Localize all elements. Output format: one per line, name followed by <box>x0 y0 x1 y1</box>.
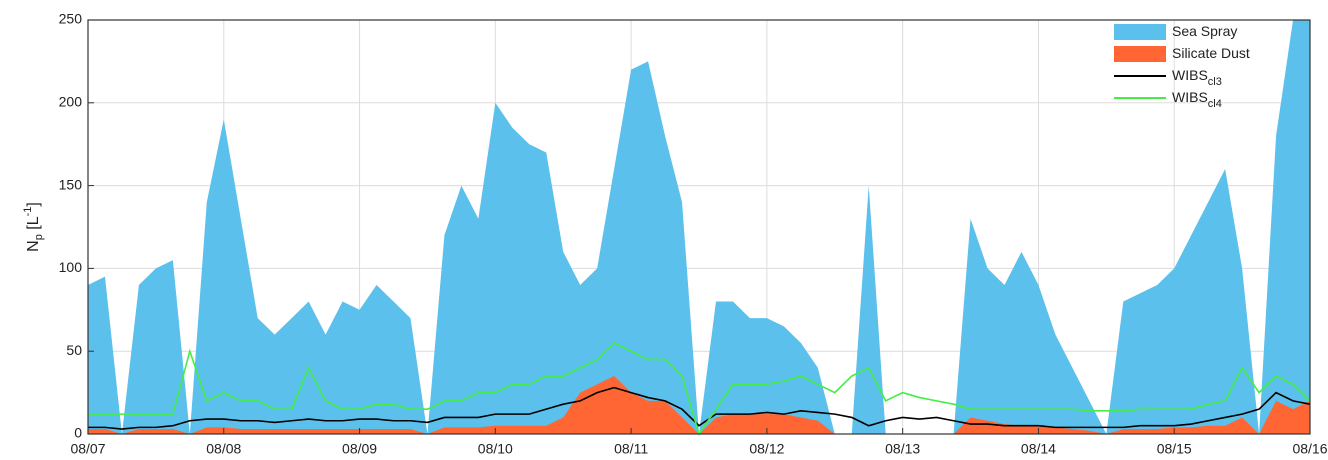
y-label-end: ] <box>25 202 42 206</box>
y-tick-label: 150 <box>59 176 83 192</box>
legend-name: WIBS <box>1172 89 1208 105</box>
x-tick-label: 08/11 <box>614 441 648 457</box>
x-tick-label: 08/15 <box>1157 441 1192 457</box>
plot-area <box>87 19 1311 436</box>
y-tick-label: 250 <box>59 11 83 27</box>
legend-label: WIBScl4 <box>1172 89 1222 110</box>
legend-name: Sea Spray <box>1172 23 1237 39</box>
legend-swatch <box>1114 46 1166 62</box>
area <box>88 20 1310 434</box>
x-tick-label: 08/12 <box>749 441 784 457</box>
x-tick-label: 08/10 <box>478 441 513 457</box>
y-label-sup: -1 <box>22 207 34 217</box>
y-tick-label: 0 <box>74 425 82 441</box>
legend-sub: cl4 <box>1208 98 1222 110</box>
y-label-sub: p <box>33 234 45 240</box>
x-tick-label: 08/07 <box>70 441 105 457</box>
x-tick-label: 08/09 <box>342 441 377 457</box>
line <box>88 386 1311 430</box>
y-tick-label: 50 <box>66 342 82 358</box>
legend-sub: cl3 <box>1208 76 1222 88</box>
x-tick-label: 08/14 <box>1021 441 1056 457</box>
legend-name: Silicate Dust <box>1172 45 1250 61</box>
x-tick-label: 08/08 <box>206 441 241 457</box>
legend-label: Silicate Dust <box>1172 45 1250 61</box>
y-axis-label: Np [L-1] <box>22 202 45 252</box>
plot-frame <box>87 19 1311 435</box>
y-label-main: N <box>25 240 42 252</box>
y-tick-label: 100 <box>59 259 83 275</box>
x-tick-label: 08/13 <box>885 441 920 457</box>
legend-label: Sea Spray <box>1172 23 1237 39</box>
legend-label: WIBScl3 <box>1172 67 1222 88</box>
y-tick-label: 200 <box>59 94 83 110</box>
y-label-mid: [L <box>25 216 42 234</box>
legend-swatch <box>1114 24 1166 40</box>
legend-name: WIBS <box>1172 67 1208 83</box>
area <box>88 376 1310 434</box>
x-tick-label: 08/16 <box>1292 441 1327 457</box>
